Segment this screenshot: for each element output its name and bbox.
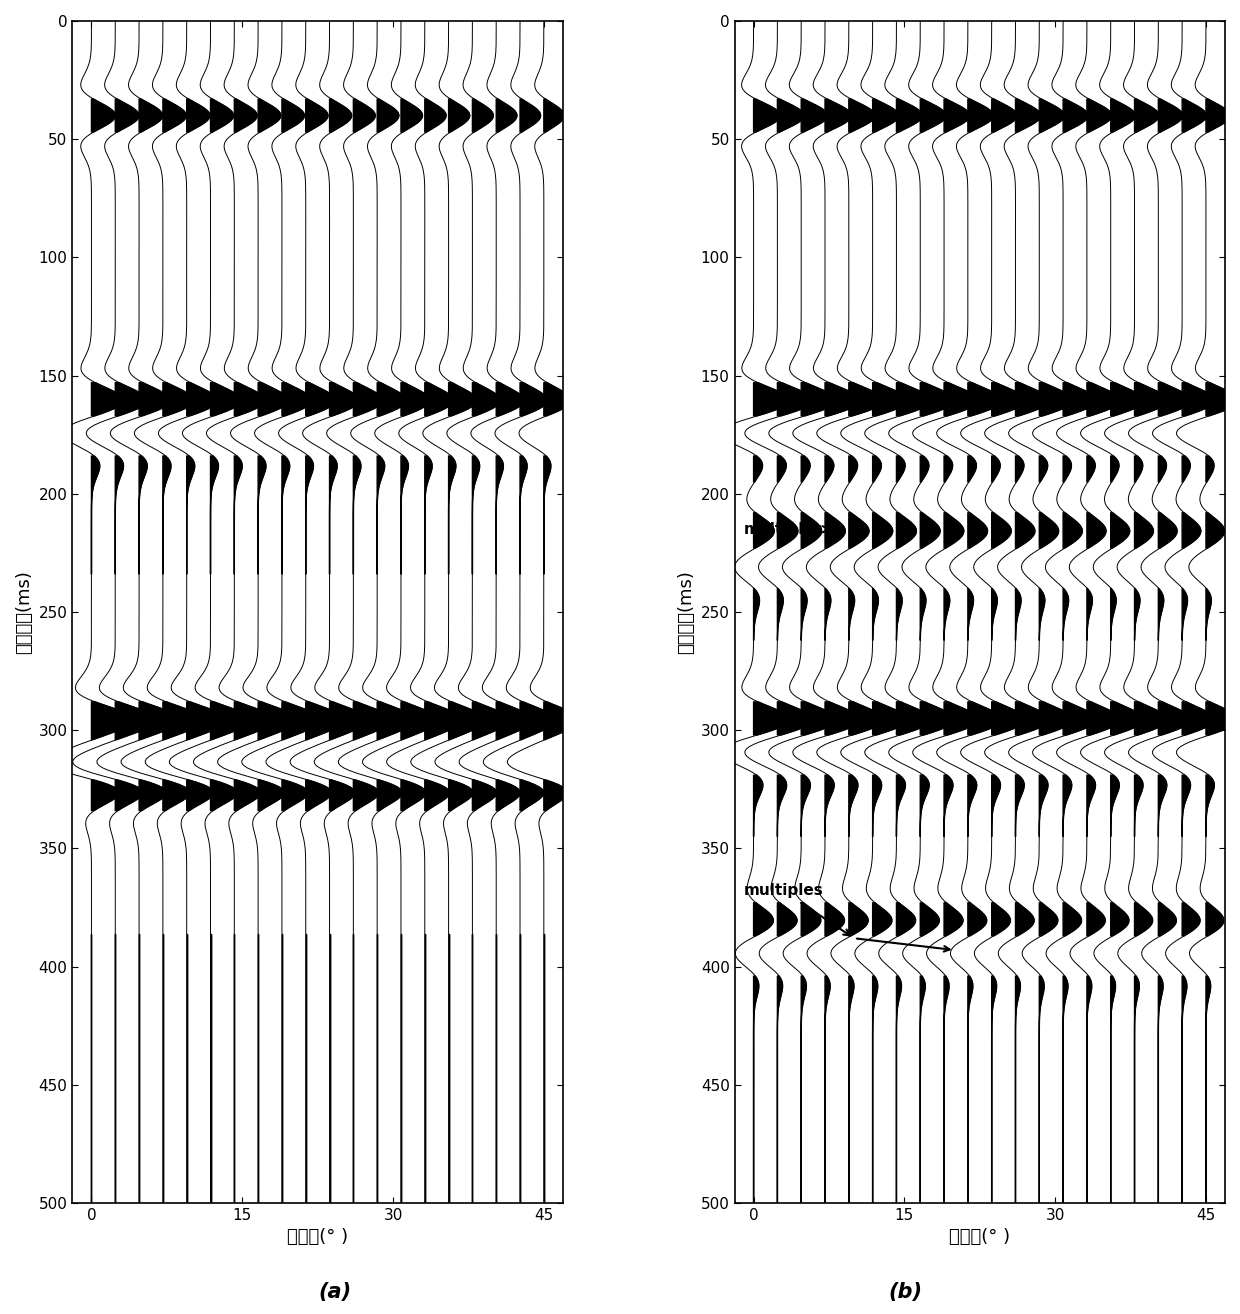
Text: (a): (a) (319, 1282, 351, 1302)
Text: (b): (b) (888, 1282, 923, 1302)
X-axis label: 入射角(° ): 入射角(° ) (949, 1229, 1011, 1247)
Text: multiples: multiples (744, 522, 830, 537)
Y-axis label: 时间深度(ms): 时间深度(ms) (677, 570, 696, 654)
Text: multiples: multiples (744, 883, 849, 936)
Y-axis label: 时间深度(ms): 时间深度(ms) (15, 570, 33, 654)
X-axis label: 入射角(° ): 入射角(° ) (288, 1229, 348, 1247)
